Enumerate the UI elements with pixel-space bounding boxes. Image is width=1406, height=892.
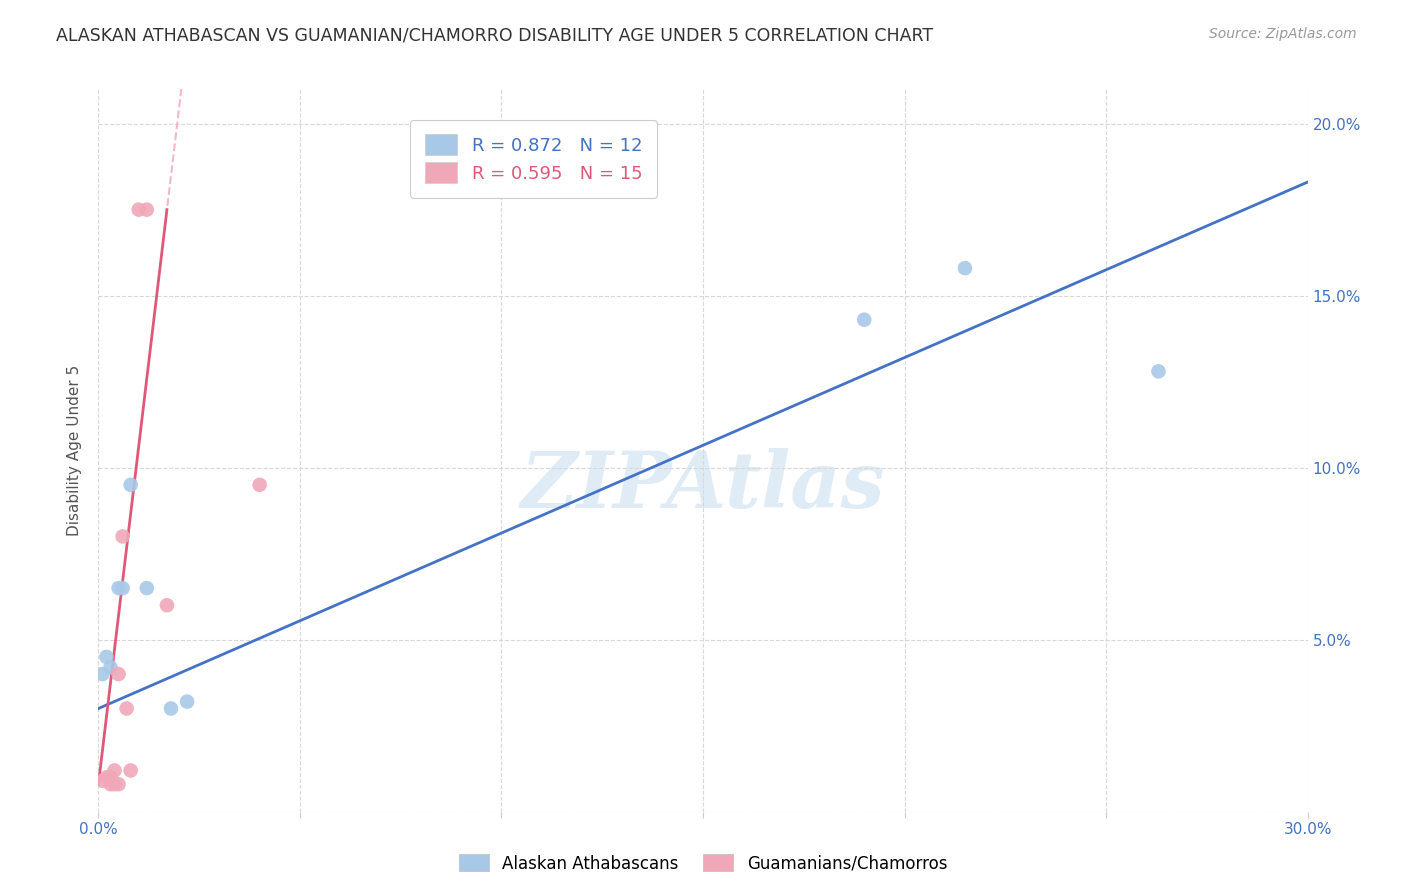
Point [96,770,118,784]
Text: ALASKAN ATHABASCAN VS GUAMANIAN/CHAMORRO DISABILITY AGE UNDER 5 CORRELATION CHAR: ALASKAN ATHABASCAN VS GUAMANIAN/CHAMORRO… [56,27,934,45]
Point [135,202,157,217]
Point [107,777,129,791]
Point [91,667,114,681]
Text: Source: ZipAtlas.com: Source: ZipAtlas.com [1209,27,1357,41]
Point [107,667,129,681]
Legend: R = 0.872   N = 12, R = 0.595   N = 15: R = 0.872 N = 12, R = 0.595 N = 15 [411,120,657,198]
Point [96,649,118,664]
Point [100,770,122,784]
Point [135,581,157,595]
Point [103,764,125,778]
Point [176,695,198,709]
Legend: Alaskan Athabascans, Guamanians/Chamorros: Alaskan Athabascans, Guamanians/Chamorro… [453,847,953,880]
Point [103,777,125,791]
Point [853,312,876,326]
Point [111,581,134,595]
Point [100,777,122,791]
Point [91,773,114,788]
Point [107,581,129,595]
Point [160,701,183,715]
Y-axis label: Disability Age Under 5: Disability Age Under 5 [67,365,83,536]
Point [128,202,150,217]
Point [249,478,271,492]
Point [115,701,138,715]
Point [953,261,976,276]
Text: ZIPAtlas: ZIPAtlas [520,449,886,524]
Point [1147,364,1170,378]
Point [120,478,142,492]
Point [111,529,134,543]
Point [120,764,142,778]
Point [156,599,179,613]
Point [100,660,122,674]
